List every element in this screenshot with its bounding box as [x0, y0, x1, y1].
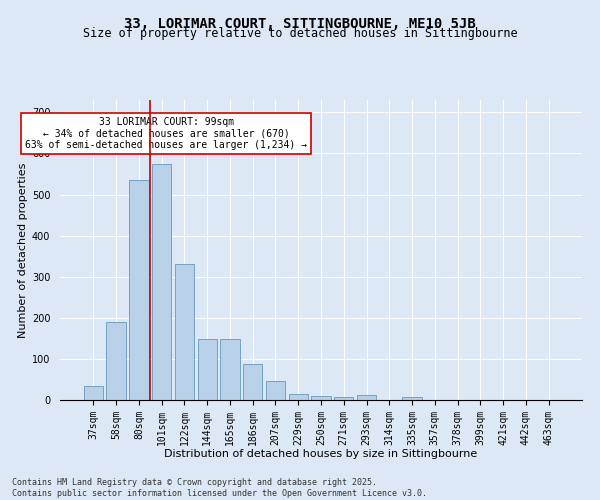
- Text: 33, LORIMAR COURT, SITTINGBOURNE, ME10 5JB: 33, LORIMAR COURT, SITTINGBOURNE, ME10 5…: [124, 18, 476, 32]
- Bar: [152, 164, 172, 400]
- X-axis label: Distribution of detached houses by size in Sittingbourne: Distribution of detached houses by size …: [164, 449, 478, 459]
- Bar: [311, 396, 331, 400]
- Bar: [243, 364, 262, 400]
- Bar: [106, 322, 126, 400]
- Bar: [84, 386, 103, 400]
- Bar: [289, 394, 308, 400]
- Text: 33 LORIMAR COURT: 99sqm
← 34% of detached houses are smaller (670)
63% of semi-d: 33 LORIMAR COURT: 99sqm ← 34% of detache…: [25, 118, 307, 150]
- Bar: [129, 180, 149, 400]
- Y-axis label: Number of detached properties: Number of detached properties: [17, 162, 28, 338]
- Bar: [357, 395, 376, 400]
- Bar: [197, 339, 217, 400]
- Bar: [266, 380, 285, 400]
- Bar: [334, 396, 353, 400]
- Text: Contains HM Land Registry data © Crown copyright and database right 2025.
Contai: Contains HM Land Registry data © Crown c…: [12, 478, 427, 498]
- Bar: [175, 264, 194, 400]
- Text: Size of property relative to detached houses in Sittingbourne: Size of property relative to detached ho…: [83, 28, 517, 40]
- Bar: [403, 396, 422, 400]
- Bar: [220, 339, 239, 400]
